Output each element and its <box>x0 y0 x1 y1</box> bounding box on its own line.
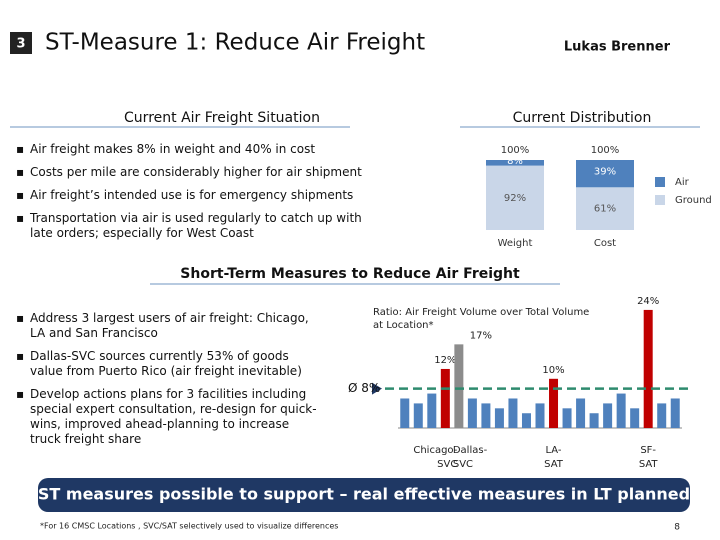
page-number: 8 <box>674 523 680 533</box>
bar-segment <box>576 160 634 188</box>
bar <box>413 403 423 428</box>
bar-segment <box>576 187 634 230</box>
bullet: Address 3 largest users of air freight: … <box>16 311 321 341</box>
value-label: 17% <box>470 330 492 341</box>
bar <box>535 403 545 428</box>
measures-bullets: Address 3 largest users of air freight: … <box>16 311 321 455</box>
x-tick-label: LA-SAT <box>544 445 564 470</box>
bullet: Air freight makes 8% in weight and 40% i… <box>16 142 376 157</box>
value-label: 39% <box>594 167 616 178</box>
bar <box>630 408 640 428</box>
bar <box>562 408 572 428</box>
bar <box>616 393 626 428</box>
value-label: 8% <box>507 156 523 167</box>
situation-bullets: Air freight makes 8% in weight and 40% i… <box>16 142 376 249</box>
section-title: Current Air Freight Situation <box>124 110 320 126</box>
legend-swatch <box>655 195 665 205</box>
total-label: 100% <box>591 145 620 156</box>
x-tick-label: Weight <box>498 238 533 249</box>
chart-title: Ratio: Air Freight Volume over Total Vol… <box>373 307 589 331</box>
banner-box <box>38 478 690 512</box>
bar <box>643 309 653 428</box>
bar <box>549 378 559 428</box>
footnote: *For 16 CMSC Locations , SVC/SAT selecti… <box>40 522 338 531</box>
average-arrow <box>372 382 382 395</box>
total-label: 100% <box>501 145 530 156</box>
x-tick-label: Dallas-SVC <box>453 445 488 470</box>
bar <box>589 413 599 428</box>
legend-swatch <box>655 177 665 187</box>
author: Lukas Brenner <box>564 40 671 55</box>
x-tick-label: SF-SAT <box>639 445 659 470</box>
average-label: Ø 8% <box>348 381 380 395</box>
bullet: Develop actions plans for 3 facilities i… <box>16 387 321 447</box>
x-tick-label: Cost <box>594 238 616 249</box>
bullet: Air freight’s intended use is for emerge… <box>16 188 376 203</box>
bar-segment <box>486 165 544 230</box>
legend-label: Air <box>675 177 690 188</box>
section-title: Short-Term Measures to Reduce Air Freigh… <box>180 266 520 282</box>
value-label: 24% <box>637 296 659 307</box>
value-label: 61% <box>594 204 616 215</box>
banner: ST measures possible to support – real e… <box>38 485 690 504</box>
legend-label: Ground <box>675 195 712 206</box>
bar <box>454 344 464 428</box>
bar-segment <box>486 160 544 166</box>
value-label: 92% <box>504 193 526 204</box>
bar <box>521 413 531 428</box>
bullet: Costs per mile are considerably higher f… <box>16 165 376 180</box>
slide-title: ST-Measure 1: Reduce Air Freight <box>45 30 425 56</box>
value-label: 12% <box>434 355 456 366</box>
bar <box>467 398 477 428</box>
x-tick-label: Chicago-SVC <box>413 445 457 470</box>
bar <box>576 398 586 428</box>
value-label: 10% <box>542 365 564 376</box>
section-title: Current Distribution <box>513 110 652 126</box>
bar <box>508 398 518 428</box>
bar <box>440 368 450 428</box>
bar <box>657 403 667 428</box>
bar <box>427 393 437 428</box>
bullet: Transportation via air is used regularly… <box>16 211 376 241</box>
number-box <box>10 32 32 54</box>
bar <box>400 398 410 428</box>
bar <box>481 403 491 428</box>
bar <box>494 408 504 428</box>
bullet: Dallas-SVC sources currently 53% of good… <box>16 349 321 379</box>
bar <box>670 398 680 428</box>
bar <box>603 403 613 428</box>
slide-number: 3 <box>16 37 25 52</box>
